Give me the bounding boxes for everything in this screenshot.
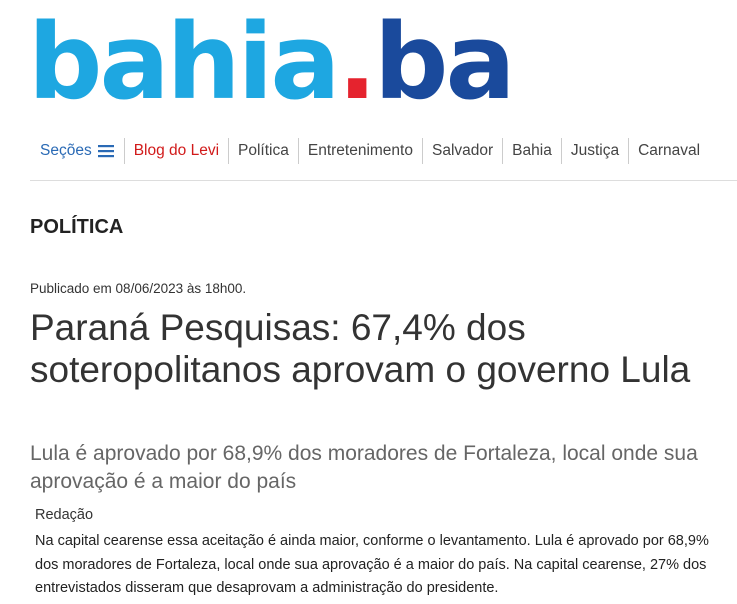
nav-link[interactable]: Política [228,138,298,164]
sections-menu[interactable]: Seções [30,142,124,160]
nav-link[interactable]: Justiça [560,138,628,164]
logo-text: bahia [28,1,340,123]
published-date: Publicado em 08/06/2023 às 18h00. [30,281,247,296]
sections-label: Seções [40,142,92,159]
logo[interactable]: bahia.ba [28,1,516,123]
nav-link[interactable]: Bahia [502,138,561,164]
logo-dot: . [337,1,377,123]
divider [30,180,737,181]
article-title: Paraná Pesquisas: 67,4% dos soteropolita… [30,307,691,390]
logo-text: ba [374,1,516,123]
nav-link[interactable]: Blog do Levi [123,138,228,164]
article-subtitle: Lula é aprovado por 68,9% dos moradores … [30,442,698,493]
nav-link[interactable]: Entretenimento [297,138,422,164]
menu-icon [97,145,114,158]
author: Redação [35,507,94,523]
section-heading: POLÍTICA [30,216,124,238]
nav-bar: Seções Blog do Levi Política Entreteniment… [30,138,737,164]
article-body: Na capital cearense essa aceitação é ain… [35,533,709,596]
nav-link[interactable]: Salvador [421,138,502,164]
nav-link[interactable]: Carnaval [628,138,709,164]
